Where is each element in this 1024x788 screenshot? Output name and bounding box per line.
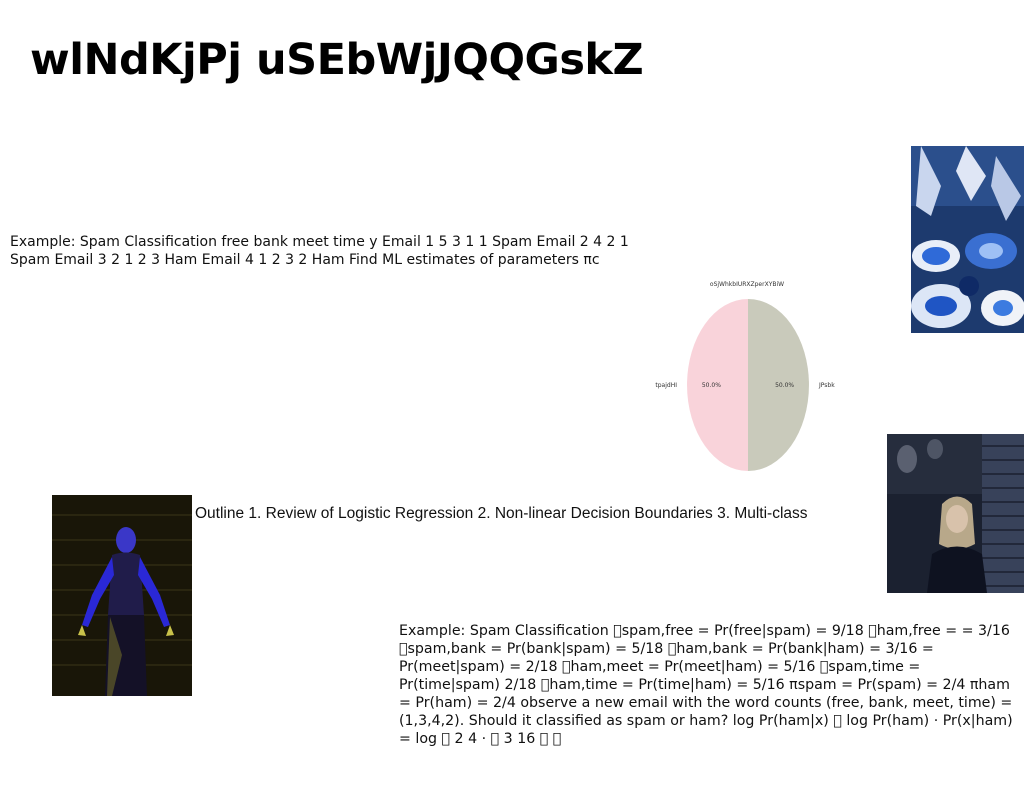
pottery-photo: [911, 146, 1024, 333]
chart-title: oSjWhkbIURXZperXYBiW: [710, 281, 784, 288]
pie-slice-JPsbk: [748, 299, 809, 471]
pie-slice-tpajdHI: [687, 299, 748, 471]
page-title: wlNdKjPj uSEbWjJQQGskZ: [30, 35, 644, 85]
pie-chart: oSjWhkbIURXZperXYBiW tpajdHI 50.0% JPsbk 50…: [650, 275, 840, 475]
pie-value-label: 50.0%: [702, 382, 721, 389]
pie-category-label: tpajdHI: [655, 382, 677, 389]
spam-example-estimates-text: Example: Spam Classification  spam,free …: [399, 623, 1013, 747]
woman-by-wall-photo: [887, 434, 1024, 593]
spam-example-intro-text: Example: Spam Classification free bank m…: [10, 234, 629, 268]
dancer-photo: [52, 495, 192, 696]
pie-value-label: 50.0%: [775, 382, 794, 389]
outline-text: Outline 1. Review of Logistic Regression…: [195, 505, 808, 522]
pie-category-label: JPsbk: [818, 382, 835, 389]
